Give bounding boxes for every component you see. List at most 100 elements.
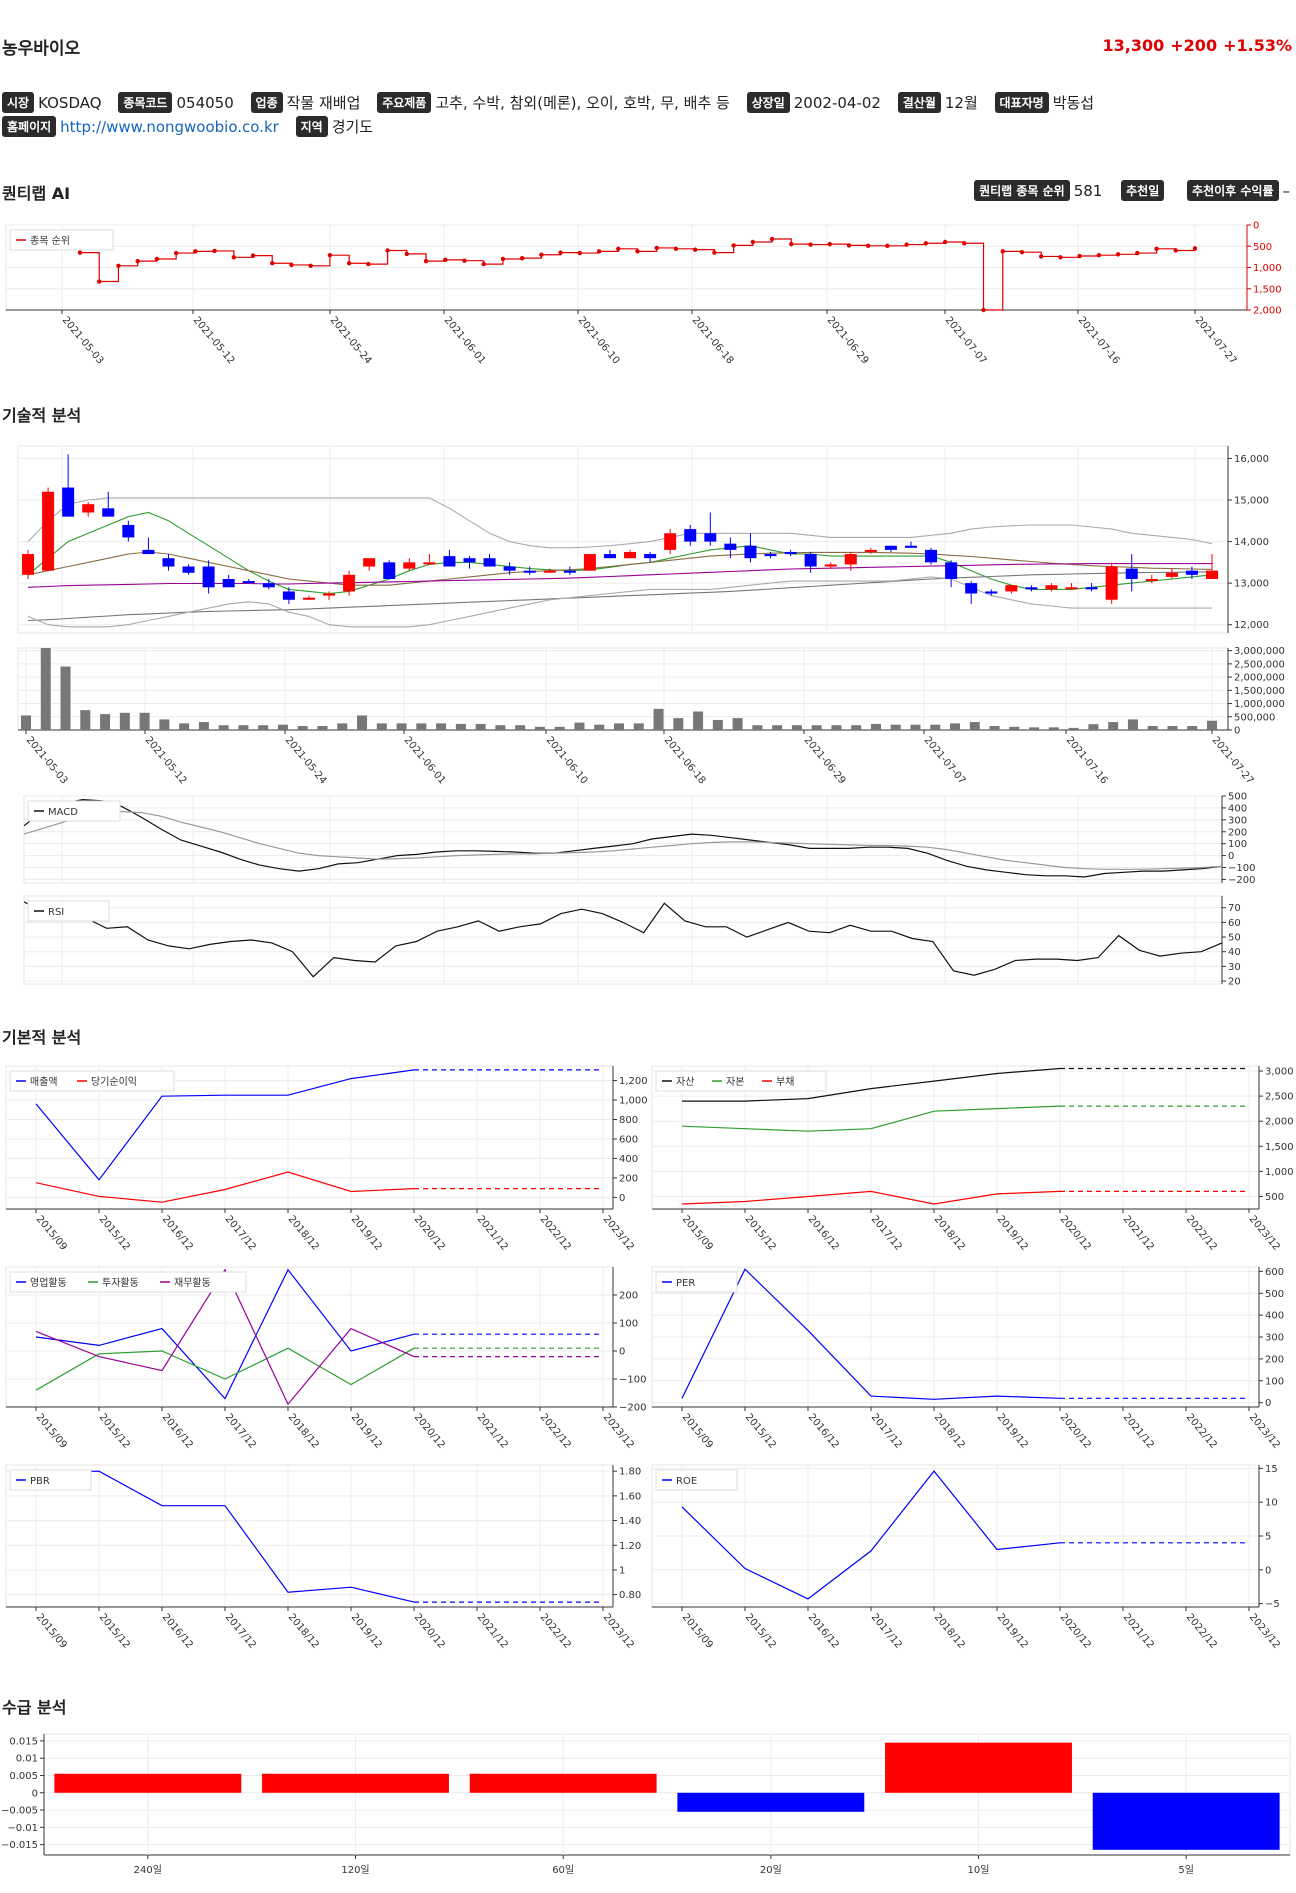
ceo-badge: 대표자명 <box>994 92 1049 113</box>
candle-body <box>403 562 416 569</box>
fund2-x-tick-label: 2015/12 <box>743 1214 778 1253</box>
fund5-y-tick-label: 1.20 <box>619 1541 641 1552</box>
macd-y-tick-label: 500 <box>1228 792 1247 803</box>
volume-y-tick-label: 3,000,000 <box>1234 646 1285 657</box>
homepage-link[interactable]: http://www.nongwoobio.co.kr <box>60 118 279 136</box>
supply-y-tick-label: −0.01 <box>7 1823 38 1834</box>
fund4-x-tick-label: 2016/12 <box>806 1412 841 1451</box>
fund5-y-tick-label: 1.40 <box>619 1516 641 1527</box>
rank-point <box>539 252 544 257</box>
rank-point <box>1077 253 1082 259</box>
volume-bar <box>198 722 209 730</box>
macd-y-tick-label: −200 <box>1228 875 1255 886</box>
fund3-x-tick-label: 2015/09 <box>34 1412 69 1451</box>
fund4-y-tick-label: 200 <box>1265 1354 1284 1365</box>
fund3-legend <box>9 1271 247 1293</box>
fund2-x-tick-label: 2019/12 <box>995 1214 1030 1253</box>
supply-bar <box>677 1792 865 1812</box>
products-value: 고추, 수박, 참외(메론), 오이, 호박, 무, 배추 등 <box>435 94 730 112</box>
fund3-x-tick-label: 2017/12 <box>223 1412 258 1451</box>
fund5-y-tick-label: 1.60 <box>619 1491 641 1502</box>
fund2-x-tick-label: 2016/12 <box>806 1214 841 1253</box>
fund2-series-line <box>681 1190 1061 1205</box>
rank-point <box>1058 255 1063 260</box>
volume-bar <box>80 710 91 730</box>
candle-body <box>302 597 315 600</box>
fund4-x-tick-label: 2022/12 <box>1184 1412 1219 1451</box>
fund5-x-tick-label: 2016/12 <box>160 1612 195 1651</box>
fund6-x-tick-label: 2022/12 <box>1184 1612 1219 1651</box>
candle-y-tick-label: 16,000 <box>1234 454 1269 465</box>
volume-bar <box>614 723 624 730</box>
macd-y-tick-label: 200 <box>1228 827 1247 838</box>
rank-point <box>1115 252 1121 257</box>
fund1-y-tick-label: 600 <box>619 1134 638 1145</box>
rank-point <box>596 249 602 254</box>
rank-y-tick-label: 2,000 <box>1253 306 1282 317</box>
supply-x-tick-label: 120일 <box>341 1864 369 1876</box>
volume-bar <box>1167 726 1178 730</box>
fund4-y-tick-label: 100 <box>1265 1376 1284 1387</box>
rank-x-tick-label: 2021-07-16 <box>1076 315 1122 367</box>
candle-body <box>945 562 958 579</box>
candle-body <box>1065 587 1078 590</box>
volume-bar <box>396 723 407 730</box>
volume-bar <box>1108 722 1119 730</box>
fund5-x-tick-label: 2015/12 <box>97 1612 132 1651</box>
candle-body <box>1185 570 1198 575</box>
fund5-x-tick-label: 2023/12 <box>601 1612 636 1651</box>
candle-body <box>443 556 456 567</box>
rank-point <box>712 250 717 255</box>
candle-body <box>1025 587 1038 590</box>
supply-bar <box>469 1773 657 1793</box>
products-badge: 주요제품 <box>377 92 432 113</box>
fund1-series-line <box>35 1171 415 1203</box>
supply-x-tick-label: 240일 <box>134 1864 162 1876</box>
fiscal-value: 12월 <box>944 94 978 112</box>
fund2-y-tick-label: 2,000 <box>1265 1117 1294 1128</box>
fund6-legend <box>655 1469 738 1491</box>
supply-x-tick-label: 10일 <box>968 1864 990 1876</box>
return-badge: 추천이후 수익률 <box>1187 180 1279 201</box>
fund1-x-tick-label: 2018/12 <box>286 1214 321 1253</box>
volume-y-tick-label: 500,000 <box>1234 712 1275 723</box>
rank-x-tick-label: 2021-05-24 <box>328 315 374 367</box>
candle-y-tick-label: 15,000 <box>1234 496 1269 507</box>
rank-point <box>1019 250 1025 255</box>
fund3-y-tick-label: 100 <box>619 1319 638 1330</box>
candle-body <box>583 554 596 571</box>
rsi-y-tick-label: 40 <box>1228 947 1241 958</box>
volume-x-tick-label: 2021-07-07 <box>922 735 968 787</box>
candle-body <box>925 549 938 563</box>
rank-point <box>500 256 506 262</box>
fund6-x-tick-label: 2021/12 <box>1121 1612 1156 1651</box>
stock-name: 농우바이오 <box>2 39 81 59</box>
price-change-pct: +1.53% <box>1223 36 1292 55</box>
rank-legend <box>9 229 114 251</box>
candle-body <box>1005 585 1018 592</box>
fund3-legend-label: 재무활동 <box>174 1276 211 1289</box>
volume-bar <box>1029 727 1040 730</box>
supply-bar <box>885 1742 1072 1793</box>
candle-body <box>463 558 476 563</box>
fund1-x-tick-label: 2016/12 <box>160 1214 195 1253</box>
rank-point <box>97 279 102 284</box>
fund5-x-tick-label: 2022/12 <box>538 1612 573 1651</box>
fund6-x-tick-label: 2015/09 <box>680 1612 715 1651</box>
rank-point <box>327 252 333 258</box>
ceo-value: 박동섭 <box>1052 94 1095 112</box>
candle-bb-upper-line <box>27 497 1213 549</box>
rank-point <box>193 249 198 254</box>
volume-x-tick-label: 2021-06-01 <box>402 735 448 787</box>
volume-bar <box>950 723 961 730</box>
candle-body <box>824 564 837 567</box>
volume-x-tick-label: 2021-07-16 <box>1064 735 1110 787</box>
volume-bar <box>791 725 802 730</box>
volume-bar <box>515 725 526 730</box>
fund2-x-tick-label: 2018/12 <box>932 1214 967 1253</box>
listing-badge: 상장일 <box>746 92 790 113</box>
candle-body <box>282 591 295 600</box>
volume-bar <box>969 722 980 730</box>
fund2-y-tick-label: 3,000 <box>1265 1067 1294 1078</box>
rank-point <box>250 253 256 258</box>
